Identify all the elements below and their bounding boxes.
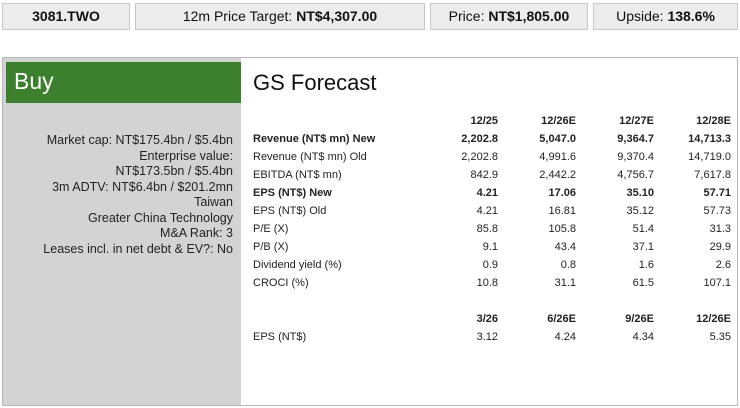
cell-value: 9.1 (482, 241, 498, 253)
cell-value: 37.1 (632, 241, 654, 253)
row-label: P/E (X) (253, 223, 289, 235)
info-line: 3m ADTV: NT$6.4bn / $201.2mn (52, 179, 233, 194)
cell-value: 107.1 (703, 277, 731, 289)
cell-value: 4.24 (554, 331, 576, 343)
rating: Buy (6, 62, 241, 103)
column-header: 12/25 (470, 115, 498, 127)
row-label: EPS (NT$) (253, 331, 307, 343)
ticker: 3081.TWO (32, 8, 100, 24)
cell-value: 4,756.7 (617, 169, 654, 181)
row-label: Revenue (NT$ mn) New (253, 133, 376, 145)
cell-value: 9,364.7 (617, 133, 654, 145)
row-label: EBITDA (NT$ mn) (253, 169, 342, 181)
info-line: Enterprise value: (139, 148, 233, 163)
column-header: 12/26E (541, 115, 576, 127)
cell-value: 16.81 (548, 205, 576, 217)
upside-label: Upside: (616, 8, 664, 24)
cell-value: 43.4 (554, 241, 576, 253)
cell-value: 105.8 (548, 223, 576, 235)
cell-value: 2,442.2 (539, 169, 576, 181)
upside-box: Upside: 138.6% (593, 3, 738, 30)
info-line: Market cap: NT$175.4bn / $5.4bn (46, 133, 233, 147)
row-label: CROCI (%) (253, 277, 309, 289)
upside-value: 138.6% (667, 8, 715, 24)
cell-value: 31.3 (709, 223, 731, 235)
summary-panel: Buy Market cap: NT$175.4bn / $5.4bn Enter… (2, 57, 738, 406)
cell-value: 0.9 (482, 259, 498, 271)
cell-value: 85.8 (476, 223, 498, 235)
cell-value: 4.21 (476, 187, 498, 199)
cell-value: 7,617.8 (694, 169, 731, 181)
ticker-box: 3081.TWO (2, 3, 130, 30)
column-header: 12/27E (619, 115, 654, 127)
cell-value: 10.8 (476, 277, 498, 289)
cell-value: 4,991.6 (539, 151, 576, 163)
cell-value: 29.9 (709, 241, 731, 253)
cell-value: 842.9 (470, 169, 498, 181)
cell-value: 14,713.3 (688, 133, 731, 145)
cell-value: 4.21 (476, 205, 498, 217)
cell-value: 14,719.0 (688, 151, 731, 163)
info-line: M&A Rank: 3 (160, 226, 233, 240)
cell-value: 61.5 (632, 277, 654, 289)
price-box: Price: NT$1,805.00 (430, 3, 588, 30)
company-info: Market cap: NT$175.4bn / $5.4bn Enterpris… (43, 133, 233, 257)
row-label: P/B (X) (253, 241, 289, 253)
price-target-value: NT$4,307.00 (296, 8, 378, 24)
row-label: Dividend yield (%) (253, 259, 342, 271)
cell-value: 9,370.4 (617, 151, 654, 163)
info-line: NT$173.5bn / $5.4bn (115, 164, 233, 178)
cell-value: 35.12 (626, 205, 654, 217)
forecast-title: GS Forecast (253, 70, 377, 95)
cell-value: 17.06 (548, 187, 576, 199)
cell-value: 31.1 (554, 277, 576, 289)
info-line: Greater China Technology (88, 210, 233, 225)
cell-value: 0.8 (560, 259, 576, 271)
cell-value: 5,047.0 (539, 133, 576, 145)
info-line: Taiwan (194, 195, 233, 209)
info-line: Leases incl. in net debt & EV?: No (43, 241, 233, 256)
cell-value: 35.10 (626, 187, 654, 199)
price-target-box: 12m Price Target: NT$4,307.00 (135, 3, 425, 30)
price-value: NT$1,805.00 (488, 8, 570, 24)
cell-value: 51.4 (632, 223, 654, 235)
cell-value: 2.6 (715, 259, 731, 271)
column-header: 6/26E (547, 313, 576, 325)
column-header: 12/26E (696, 313, 731, 325)
price-target-label: 12m Price Target: (182, 8, 293, 24)
cell-value: 57.71 (703, 187, 731, 199)
cell-value: 2,202.8 (461, 151, 498, 163)
column-header: 9/26E (625, 313, 654, 325)
row-label: EPS (NT$) New (253, 187, 332, 199)
cell-value: 57.73 (703, 205, 731, 217)
column-header: 12/28E (696, 115, 731, 127)
cell-value: 3.12 (476, 331, 498, 343)
cell-value: 1.6 (638, 259, 654, 271)
row-label: EPS (NT$) Old (253, 205, 327, 217)
price-label: Price: (448, 8, 485, 24)
left-panel: Buy Market cap: NT$175.4bn / $5.4bn Enter… (3, 58, 241, 405)
row-label: Revenue (NT$ mn) Old (253, 151, 367, 163)
cell-value: 5.35 (709, 331, 731, 343)
column-header: 3/26 (476, 313, 498, 325)
cell-value: 4.34 (632, 331, 654, 343)
cell-value: 2,202.8 (461, 133, 498, 145)
